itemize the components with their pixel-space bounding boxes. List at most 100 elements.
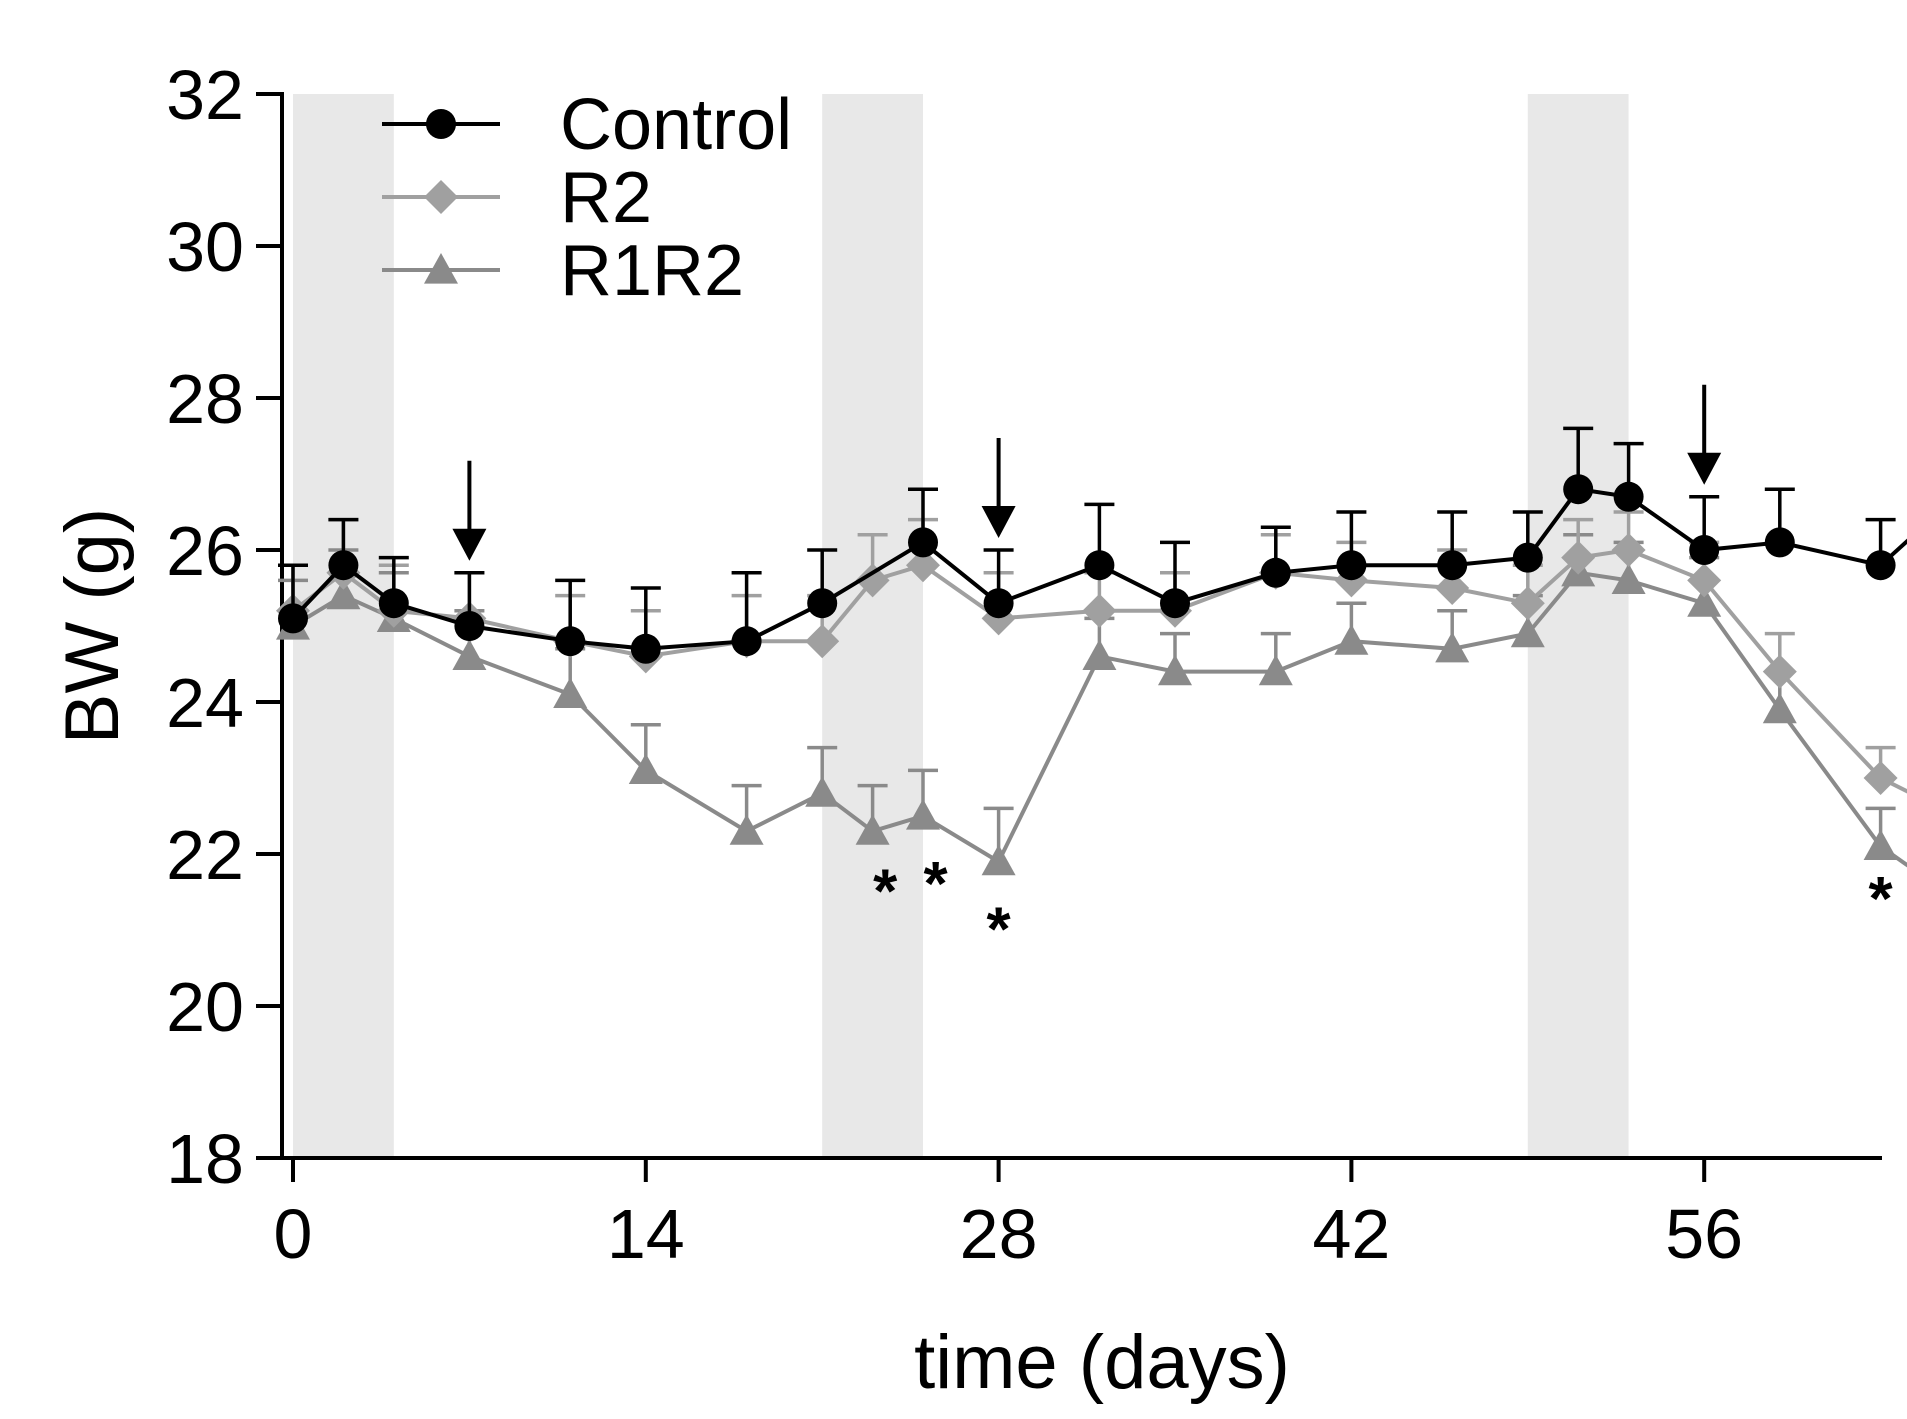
- y-tick-label-30: 30: [166, 208, 244, 286]
- series-r2: [276, 510, 1907, 795]
- legend-label: R1R2: [560, 231, 744, 311]
- y-tick-label-20: 20: [166, 968, 244, 1046]
- data-point-control: [1336, 550, 1367, 581]
- series-layer: [276, 426, 1907, 876]
- data-point-control: [1563, 474, 1594, 505]
- data-point-r1r2: [1611, 563, 1646, 594]
- x-tick-label-14: 14: [607, 1195, 685, 1273]
- legend-item-r2: R2: [382, 158, 652, 238]
- x-tick-label-56: 56: [1665, 1195, 1743, 1273]
- data-point-r2: [1687, 563, 1722, 598]
- data-point-control: [378, 588, 409, 619]
- y-axis-title: BW (g): [50, 508, 135, 744]
- series-r1r2: [276, 533, 1907, 876]
- arrow-day-28: [981, 438, 1016, 538]
- data-point-r1r2: [805, 776, 840, 807]
- y-tick-label-24: 24: [166, 664, 244, 742]
- data-point-control: [1437, 550, 1468, 581]
- data-point-control: [278, 603, 308, 634]
- significance-stars: ********************: [873, 850, 1894, 965]
- data-point-r2: [805, 624, 840, 659]
- data-point-r1r2: [452, 639, 487, 670]
- data-point-control: [1512, 542, 1543, 573]
- significance-star: *: [1869, 865, 1894, 934]
- legend-label: R2: [560, 158, 652, 238]
- y-tick-label-26: 26: [166, 512, 244, 590]
- legend-item-r1r2: R1R2: [382, 231, 744, 311]
- data-point-control: [807, 588, 838, 619]
- legend-marker: [424, 253, 458, 284]
- legend-label: Control: [560, 85, 792, 165]
- data-point-r2: [1510, 586, 1545, 621]
- data-point-r2: [906, 548, 940, 583]
- legend-item-control: Control: [382, 85, 792, 165]
- data-point-r2: [1435, 571, 1470, 605]
- y-tick-label-28: 28: [166, 360, 244, 438]
- data-point-r1r2: [1863, 829, 1898, 860]
- series-control: [278, 426, 1907, 664]
- shaded-period-0: [293, 94, 394, 1158]
- series-line-r2: [291, 547, 1907, 794]
- data-point-control: [731, 626, 762, 657]
- data-point-r2: [1762, 654, 1797, 689]
- significance-star: *: [987, 895, 1012, 964]
- arrow-head: [452, 528, 487, 561]
- shaded-period-2: [1527, 94, 1629, 1158]
- arrow-head: [981, 506, 1016, 538]
- data-point-control: [328, 550, 359, 581]
- data-point-r1r2: [1435, 631, 1470, 663]
- data-point-control: [454, 611, 485, 641]
- data-point-r1r2: [1082, 639, 1117, 670]
- arrow-head: [1687, 452, 1722, 485]
- axes: [280, 92, 1882, 1160]
- data-point-control: [555, 626, 586, 657]
- shaded-periods: [293, 94, 1629, 1158]
- data-point-r2: [1611, 533, 1646, 567]
- x-axis-title: time (days): [914, 1320, 1290, 1405]
- data-point-r1r2: [1258, 654, 1293, 686]
- data-point-control: [1764, 527, 1795, 558]
- data-point-r1r2: [553, 677, 588, 708]
- data-point-r2: [1561, 540, 1596, 575]
- data-point-control: [1689, 535, 1720, 565]
- data-point-r2: [855, 563, 890, 598]
- data-point-control: [630, 633, 661, 664]
- data-point-r1r2: [855, 814, 890, 845]
- data-point-control: [1260, 557, 1291, 588]
- data-point-control: [1613, 481, 1644, 512]
- treatment-arrows: [452, 384, 1722, 561]
- arrow-day-56: [1687, 384, 1722, 485]
- x-tick-label-28: 28: [960, 1195, 1038, 1273]
- y-tick-label-22: 22: [166, 816, 244, 894]
- y-tick-label-18: 18: [166, 1120, 244, 1198]
- data-point-r2: [1082, 593, 1117, 628]
- data-point-control: [1865, 550, 1896, 581]
- data-point-r1r2: [1510, 616, 1545, 648]
- data-point-control: [1084, 550, 1115, 581]
- x-tick-label-0: 0: [274, 1195, 313, 1273]
- data-point-r1r2: [1158, 654, 1192, 686]
- data-point-r1r2: [1762, 692, 1797, 724]
- series-line-r1r2: [291, 570, 1907, 868]
- data-point-r1r2: [906, 799, 940, 830]
- y-tick-label-32: 32: [166, 56, 244, 134]
- shaded-period-1: [822, 94, 923, 1158]
- data-point-r1r2: [628, 753, 663, 784]
- legend-marker: [424, 180, 458, 214]
- x-tick-label-42: 42: [1312, 1195, 1390, 1273]
- significance-star: *: [924, 850, 949, 919]
- data-point-r1r2: [1334, 624, 1369, 655]
- data-point-r1r2: [1687, 586, 1722, 617]
- significance-star: *: [873, 857, 898, 926]
- ticks: 1820222426283032014284256708498112: [166, 56, 1743, 1273]
- legend-marker: [426, 109, 456, 139]
- arrow-day-7: [452, 460, 487, 561]
- data-point-r1r2: [326, 578, 361, 610]
- data-point-r1r2: [729, 814, 764, 845]
- data-point-r2: [1863, 761, 1898, 795]
- data-point-control: [983, 588, 1014, 619]
- data-point-control: [1160, 588, 1190, 619]
- data-point-r1r2: [981, 844, 1016, 876]
